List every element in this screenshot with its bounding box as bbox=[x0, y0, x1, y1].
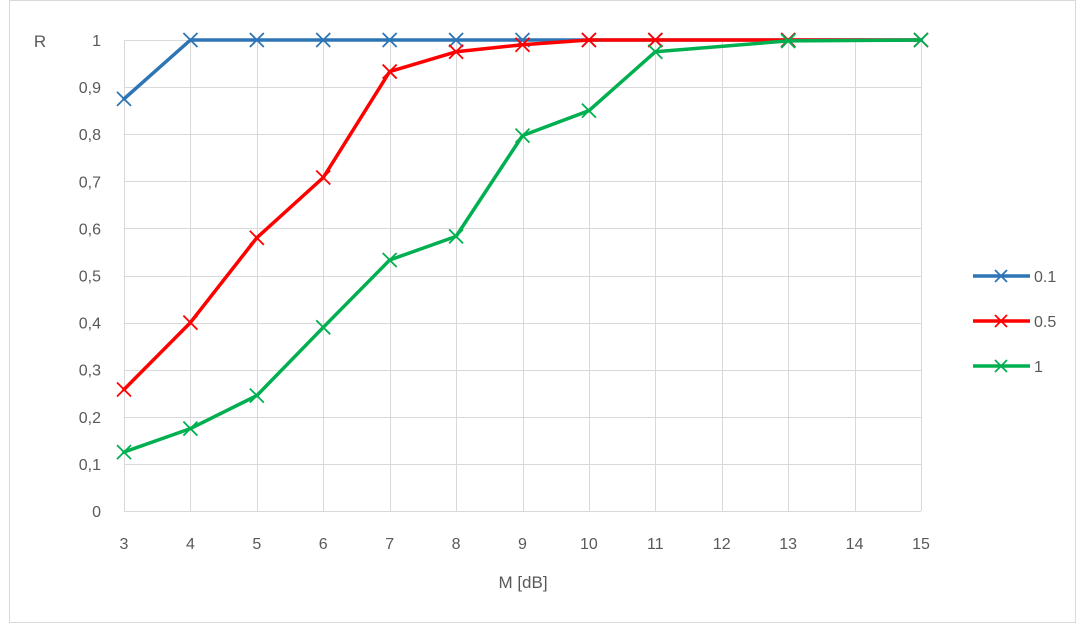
data-point-marker bbox=[448, 228, 464, 245]
data-point-marker bbox=[315, 319, 331, 335]
legend-label: 0.1 bbox=[1034, 269, 1056, 286]
x-tick-label: 13 bbox=[779, 536, 797, 553]
data-point-marker bbox=[382, 32, 398, 48]
legend-label: 0.5 bbox=[1034, 314, 1056, 331]
data-point-marker bbox=[182, 32, 199, 48]
data-point-marker bbox=[913, 32, 929, 48]
legend-label: 1 bbox=[1034, 359, 1043, 376]
y-tick-label: 0,3 bbox=[79, 363, 101, 380]
x-tick-label: 12 bbox=[713, 536, 731, 553]
data-point-marker bbox=[581, 32, 597, 48]
x-tick-label: 7 bbox=[385, 536, 394, 553]
x-axis-title: M [dB] bbox=[498, 573, 547, 592]
y-tick-label: 0,1 bbox=[79, 457, 101, 474]
data-point-marker bbox=[315, 32, 331, 48]
data-point-marker bbox=[448, 32, 464, 48]
data-point-marker bbox=[514, 127, 531, 144]
data-point-marker bbox=[581, 103, 597, 119]
data-point-marker bbox=[116, 381, 132, 398]
y-tick-label: 0,9 bbox=[79, 80, 101, 97]
series-1 bbox=[116, 32, 929, 460]
x-tick-label: 14 bbox=[846, 536, 864, 553]
data-point-marker bbox=[182, 314, 199, 331]
y-tick-label: 0,6 bbox=[79, 221, 101, 238]
data-point-marker bbox=[448, 44, 464, 60]
x-tick-label: 8 bbox=[452, 536, 461, 553]
data-point-marker bbox=[182, 420, 199, 437]
data-point-marker bbox=[249, 230, 265, 246]
data-point-marker bbox=[647, 44, 663, 60]
x-tick-label: 4 bbox=[186, 536, 195, 553]
data-point-marker bbox=[116, 444, 132, 460]
x-tick-label: 10 bbox=[580, 536, 598, 553]
x-tick-label: 6 bbox=[319, 536, 328, 553]
legend-item-0.1: 0.1 bbox=[973, 269, 1056, 286]
series-layer bbox=[116, 32, 929, 460]
x-tick-label: 15 bbox=[912, 536, 930, 553]
y-axis-title: R bbox=[34, 32, 46, 51]
chart-frame bbox=[9, 0, 1076, 623]
legend-item-1: 1 bbox=[973, 359, 1043, 376]
data-point-marker bbox=[514, 37, 531, 53]
legend: 0.1 0.5 1 bbox=[973, 269, 1056, 376]
data-point-marker bbox=[249, 32, 265, 48]
y-tick-label: 0,2 bbox=[79, 410, 101, 427]
data-point-marker bbox=[780, 33, 796, 49]
data-point-marker bbox=[249, 387, 265, 404]
y-tick-label: 0 bbox=[92, 504, 101, 521]
data-point-marker bbox=[647, 32, 663, 48]
data-point-marker bbox=[382, 63, 398, 80]
data-point-marker bbox=[315, 169, 331, 186]
y-tick-label: 0,4 bbox=[79, 316, 101, 333]
data-point-marker bbox=[382, 252, 398, 268]
x-tick-labels: 3 4 5 6 7 8 9 10 11 12 13 14 15 bbox=[120, 536, 930, 553]
x-tick-label: 9 bbox=[518, 536, 527, 553]
x-tick-label: 5 bbox=[252, 536, 261, 553]
y-tick-label: 0,8 bbox=[79, 127, 101, 144]
data-point-marker bbox=[116, 91, 132, 107]
y-tick-label: 1 bbox=[92, 33, 101, 50]
y-tick-label: 0,5 bbox=[79, 269, 101, 286]
x-tick-label: 11 bbox=[647, 536, 664, 553]
y-tick-labels: 0 0,1 0,2 0,3 0,4 0,5 0,6 0,7 0,8 0,9 1 bbox=[79, 33, 101, 521]
x-tick-label: 3 bbox=[120, 536, 129, 553]
y-tick-label: 0,7 bbox=[79, 174, 101, 191]
legend-item-0.5: 0.5 bbox=[973, 314, 1056, 331]
